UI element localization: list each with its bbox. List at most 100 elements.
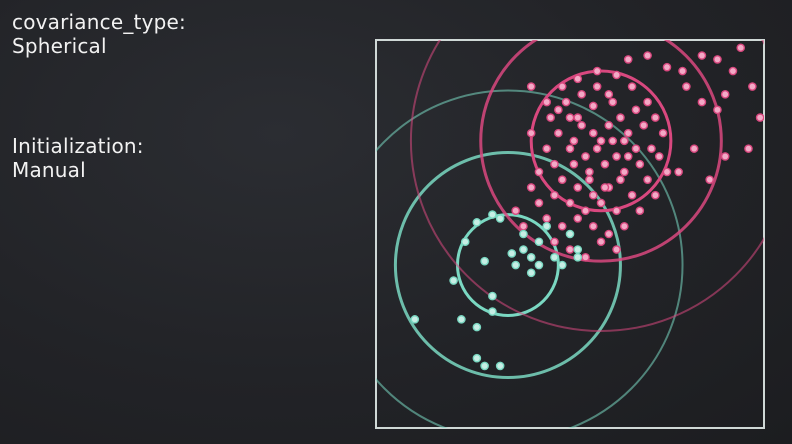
pink-data-point (569, 136, 579, 146)
covariance-type-value: Spherical (12, 34, 107, 58)
pink-data-point (534, 198, 544, 208)
ellipse-layer (376, 40, 764, 428)
teal-data-point (480, 361, 489, 371)
pink-data-point (588, 101, 598, 111)
point-layer (410, 43, 764, 371)
teal-data-point (457, 315, 466, 324)
pink-data-point (639, 121, 649, 130)
pink-middle-contour (479, 40, 723, 263)
teal-data-point (534, 237, 544, 247)
teal-data-point (557, 260, 567, 270)
teal-data-point (573, 245, 583, 254)
pink-data-point (585, 175, 594, 184)
pink-data-point (705, 175, 714, 184)
pink-data-point (651, 190, 660, 200)
pink-data-point (643, 175, 652, 184)
pink-data-point (612, 152, 621, 161)
teal-data-point (480, 256, 489, 266)
teal-data-point (488, 291, 497, 301)
pink-data-point (604, 229, 614, 239)
pink-data-point (588, 221, 598, 231)
pink-data-point (565, 113, 575, 122)
initialization-value: Manual (12, 158, 86, 182)
pink-data-point (627, 190, 637, 200)
pink-data-point (674, 167, 683, 177)
pink-data-point (557, 82, 567, 91)
pink-data-point (623, 152, 633, 161)
pink-data-point (573, 113, 583, 122)
pink-data-point (662, 62, 672, 72)
pink-data-point (616, 113, 625, 122)
pink-data-point (588, 128, 598, 138)
pink-data-point (542, 144, 552, 153)
pink-data-point (713, 55, 722, 64)
pink-data-point (612, 245, 621, 254)
pink-data-point (565, 245, 575, 254)
pink-data-point (608, 97, 617, 107)
pink-data-point (623, 55, 633, 64)
covariance-type-label: covariance_type: (12, 10, 186, 34)
pink-data-point (557, 221, 567, 231)
teal-data-point (507, 249, 517, 258)
pink-data-point (565, 144, 575, 153)
pink-data-point (720, 152, 730, 161)
pink-data-point (581, 206, 590, 216)
pink-data-point (585, 167, 594, 177)
pink-data-point (608, 136, 617, 146)
pink-data-point (631, 144, 641, 153)
pink-data-point (643, 51, 652, 60)
pink-data-point (755, 113, 764, 122)
pink-data-point (554, 128, 563, 138)
teal-data-point (449, 276, 458, 285)
teal-data-point (472, 353, 482, 363)
covariance-type-block: covariance_type: Spherical (12, 10, 186, 58)
pink-data-point (588, 190, 598, 200)
pink-data-point (526, 82, 536, 91)
pink-data-point (697, 97, 707, 107)
pink-data-point (550, 159, 559, 169)
pink-data-point (577, 90, 586, 99)
teal-data-point (526, 268, 536, 278)
pink-data-point (573, 183, 583, 192)
teal-data-point (573, 252, 583, 262)
initialization-block: Initialization: Manual (12, 134, 144, 182)
pink-data-point (542, 214, 552, 223)
pink-data-point (635, 206, 645, 216)
pink-data-point (620, 221, 629, 231)
pink-data-point (620, 167, 629, 177)
pink-data-point (526, 183, 536, 192)
pink-data-point (720, 90, 730, 99)
pink-data-point (604, 90, 614, 99)
pink-data-point (744, 144, 753, 153)
pink-data-point (604, 121, 614, 130)
pink-data-point (565, 198, 575, 208)
teal-data-point (460, 237, 470, 247)
pink-data-point (577, 121, 586, 130)
pink-data-point (519, 221, 528, 231)
teal-data-point (495, 361, 505, 371)
pink-data-point (616, 175, 625, 184)
teal-data-point (519, 229, 528, 239)
teal-data-point (511, 260, 520, 270)
pink-data-point (581, 152, 590, 161)
pink-data-point (647, 144, 656, 153)
pink-data-point (736, 43, 746, 53)
pink-data-point (573, 74, 583, 84)
pink-data-point (573, 214, 583, 223)
pink-data-point (697, 51, 707, 60)
pink-data-point (600, 159, 610, 169)
teal-data-point (472, 218, 482, 227)
pink-data-point (728, 66, 738, 76)
pink-data-point (682, 82, 691, 91)
pink-data-point (748, 82, 757, 91)
teal-data-point (495, 214, 505, 223)
pink-data-point (713, 105, 722, 115)
pink-data-point (612, 206, 621, 216)
pink-data-point (592, 82, 602, 91)
teal-data-point (410, 315, 420, 324)
pink-data-point (678, 66, 687, 76)
pink-data-point (643, 97, 652, 107)
initialization-label: Initialization: (12, 134, 144, 158)
pink-data-point (581, 252, 590, 262)
